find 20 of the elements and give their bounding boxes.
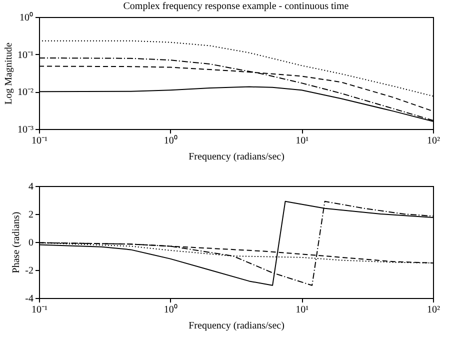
y-tick-label: 4 bbox=[28, 182, 34, 192]
y-tick-label: 10⁻² bbox=[18, 87, 34, 98]
x-tick-label: 10⁰ bbox=[164, 134, 178, 146]
y-tick-label: 0 bbox=[28, 238, 34, 248]
x-tick-label: 10¹ bbox=[296, 136, 309, 146]
y-tick-label: 10⁻¹ bbox=[18, 50, 34, 61]
x-tick-label: 10⁰ bbox=[164, 304, 178, 316]
x-axis-title: Frequency (radians/sec) bbox=[188, 152, 284, 162]
x-tick-label: 10² bbox=[427, 136, 440, 146]
y-tick-label: -4 bbox=[25, 294, 34, 304]
y-tick-label: -2 bbox=[25, 266, 34, 276]
y-axis-title: Log Magnitude bbox=[4, 42, 14, 104]
y-tick-label: 10⁻³ bbox=[18, 124, 34, 136]
x-axis-title: Frequency (radians/sec) bbox=[188, 320, 284, 332]
x-tick-label: 10¹ bbox=[296, 304, 309, 316]
x-tick-label: 10² bbox=[427, 304, 440, 316]
y-axis-title: Phase (radians) bbox=[11, 212, 22, 274]
y-tick-label: 2 bbox=[28, 210, 34, 220]
y-tick-label: 10⁰ bbox=[20, 12, 34, 24]
chart-title: Complex frequency response example - continuous time bbox=[123, 1, 350, 12]
